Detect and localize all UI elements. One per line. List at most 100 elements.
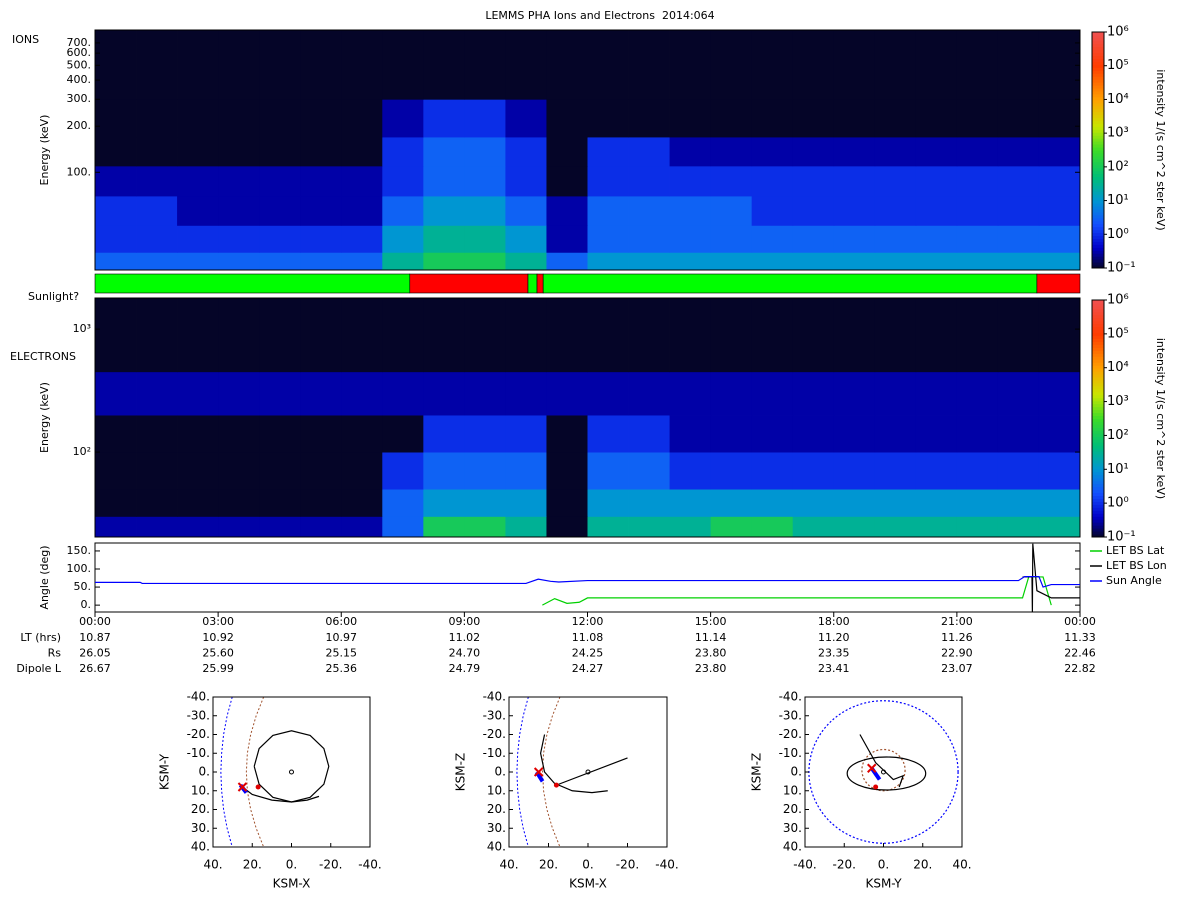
heatmap-cell — [136, 165, 178, 197]
heatmap-cell — [833, 225, 876, 253]
colorbar-slice — [1092, 67, 1104, 71]
sunlight-segment — [409, 273, 529, 294]
heatmap-cell — [505, 196, 547, 226]
marker-dot — [873, 784, 879, 790]
heatmap-cell — [259, 137, 301, 167]
ephemeris-label: Dipole L — [16, 662, 62, 675]
heatmap-cell — [341, 99, 383, 138]
marker-dot — [255, 784, 261, 790]
ephemeris-value: 23.07 — [941, 662, 973, 675]
heatmap-cell — [792, 252, 835, 271]
colorbar-slice — [1092, 93, 1104, 98]
y-axis-label: KSM-Z — [750, 753, 764, 791]
y-tick-label: 100. — [67, 165, 92, 178]
colorbar-slice — [1092, 501, 1104, 505]
colorbar-slice — [1092, 400, 1104, 405]
heatmap-cell — [997, 298, 1040, 373]
series-line — [542, 576, 1052, 606]
heatmap-cell — [751, 489, 794, 517]
heatmap-cell — [792, 516, 835, 538]
x-tick-label: 12:00 — [572, 615, 604, 628]
heatmap-cell — [259, 196, 301, 226]
colorbar-slice — [1092, 305, 1104, 310]
colorbar-slice — [1092, 489, 1104, 494]
colorbar-slice — [1092, 379, 1104, 384]
heatmap-cell — [95, 225, 137, 253]
ephemeris-value: 26.05 — [79, 647, 111, 660]
heatmap-cell — [95, 516, 137, 538]
colorbar-slice — [1092, 58, 1104, 62]
heatmap-cell — [710, 415, 753, 453]
heatmap-cell — [505, 489, 547, 517]
heatmap-cell — [423, 225, 465, 253]
ephemeris-value: 25.36 — [326, 662, 358, 675]
orbit-boundary — [808, 700, 959, 844]
heatmap-cell — [218, 99, 260, 138]
colorbar-slice — [1092, 347, 1104, 351]
heatmap-cell — [915, 489, 958, 517]
colorbar-slice — [1092, 436, 1104, 440]
heatmap-cell — [669, 252, 712, 271]
ephemeris-value: 11.02 — [449, 631, 481, 644]
y-tick-label: -10. — [187, 746, 210, 760]
heatmap-cell — [956, 225, 999, 253]
heatmap-cell — [177, 196, 219, 226]
panel-label: ELECTRONS — [10, 350, 76, 363]
heatmap-cell — [423, 452, 465, 490]
heatmap-cell — [669, 516, 712, 538]
heatmap-cell — [587, 371, 629, 416]
colorbar-slice — [1092, 415, 1104, 419]
colorbar-slice — [1092, 262, 1104, 266]
y-tick-label: 40. — [783, 840, 802, 854]
colorbar-slice — [1092, 412, 1104, 417]
colorbar-slice — [1092, 335, 1104, 340]
colorbar-slice — [1092, 138, 1104, 142]
colorbar-slice — [1092, 486, 1104, 491]
x-tick-label: -20. — [616, 858, 639, 872]
y-tick-label: 150. — [67, 544, 92, 557]
colorbar-slice — [1092, 188, 1104, 192]
x-axis-label: KSM-X — [569, 877, 607, 891]
y-tick-label: -30. — [187, 708, 210, 722]
heatmap-cell — [259, 99, 301, 138]
ephemeris-value: 22.46 — [1064, 647, 1096, 660]
marker-cross — [867, 763, 877, 773]
heatmap-cell — [669, 452, 712, 490]
heatmap-cell — [505, 415, 547, 453]
heatmap-cell — [997, 252, 1040, 271]
heatmap-cell — [382, 30, 424, 100]
colorbar-tick-label: 10³ — [1107, 394, 1129, 409]
heatmap-cell — [423, 196, 465, 226]
colorbar-slice — [1092, 34, 1104, 39]
heatmap-cell — [546, 99, 588, 138]
colorbar-slice — [1092, 244, 1104, 248]
orbit-curve — [859, 734, 905, 788]
sunlight-segment — [527, 273, 538, 294]
series-line — [95, 575, 1080, 588]
x-axis-label: KSM-X — [273, 877, 311, 891]
colorbar-tick-label: 10¹ — [1107, 462, 1129, 477]
heatmap-cell — [300, 196, 342, 226]
heatmap-cell — [546, 196, 588, 226]
colorbar-slice — [1092, 406, 1104, 411]
heatmap-cell — [546, 371, 588, 416]
heatmap-cell — [382, 196, 424, 226]
heatmap-cell — [792, 137, 835, 167]
colorbar-slice — [1092, 259, 1104, 263]
legend-label: Sun Angle — [1106, 574, 1162, 587]
colorbar-slice — [1092, 439, 1104, 443]
heatmap-cell — [915, 516, 958, 538]
heatmap-cell — [710, 99, 753, 138]
ephemeris-label: Rs — [48, 647, 62, 660]
colorbar-slice — [1092, 32, 1104, 36]
ephemeris-value: 11.33 — [1064, 631, 1096, 644]
heatmap-cell — [259, 489, 301, 517]
marker-cross — [237, 782, 248, 792]
heatmap-cell — [833, 516, 876, 538]
colorbar-slice — [1092, 382, 1104, 387]
orbit-curve — [245, 697, 265, 847]
plot-frame — [94, 29, 1081, 271]
heatmap-cell — [177, 415, 219, 453]
heatmap-cell — [505, 371, 547, 416]
colorbar-slice — [1092, 495, 1104, 499]
